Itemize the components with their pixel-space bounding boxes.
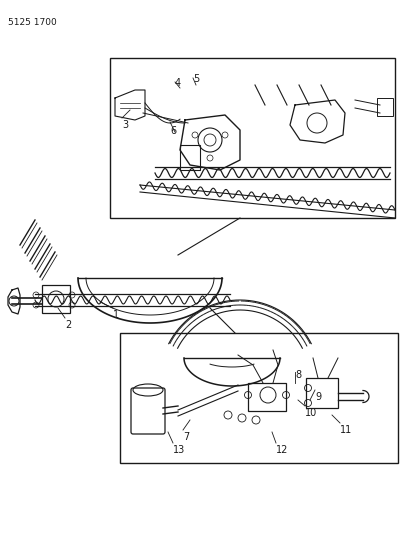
Bar bbox=[248, 383, 286, 411]
Bar bbox=[120, 333, 398, 463]
Text: 6: 6 bbox=[170, 126, 176, 136]
Text: 13: 13 bbox=[173, 445, 185, 455]
Bar bbox=[377, 98, 393, 116]
Text: 10: 10 bbox=[305, 408, 317, 418]
Bar bbox=[180, 145, 200, 170]
Text: 8: 8 bbox=[295, 370, 301, 380]
Text: 2: 2 bbox=[65, 320, 71, 330]
Text: 5: 5 bbox=[193, 74, 199, 84]
Text: 4: 4 bbox=[175, 78, 181, 88]
Text: 1: 1 bbox=[113, 310, 119, 320]
Text: 9: 9 bbox=[315, 392, 321, 402]
Bar bbox=[110, 58, 395, 218]
Text: 5125 1700: 5125 1700 bbox=[8, 18, 57, 27]
Text: 12: 12 bbox=[276, 445, 288, 455]
Bar bbox=[42, 285, 70, 313]
Text: 3: 3 bbox=[122, 120, 128, 130]
Text: 11: 11 bbox=[340, 425, 352, 435]
Bar bbox=[306, 378, 338, 408]
Text: 7: 7 bbox=[183, 432, 189, 442]
